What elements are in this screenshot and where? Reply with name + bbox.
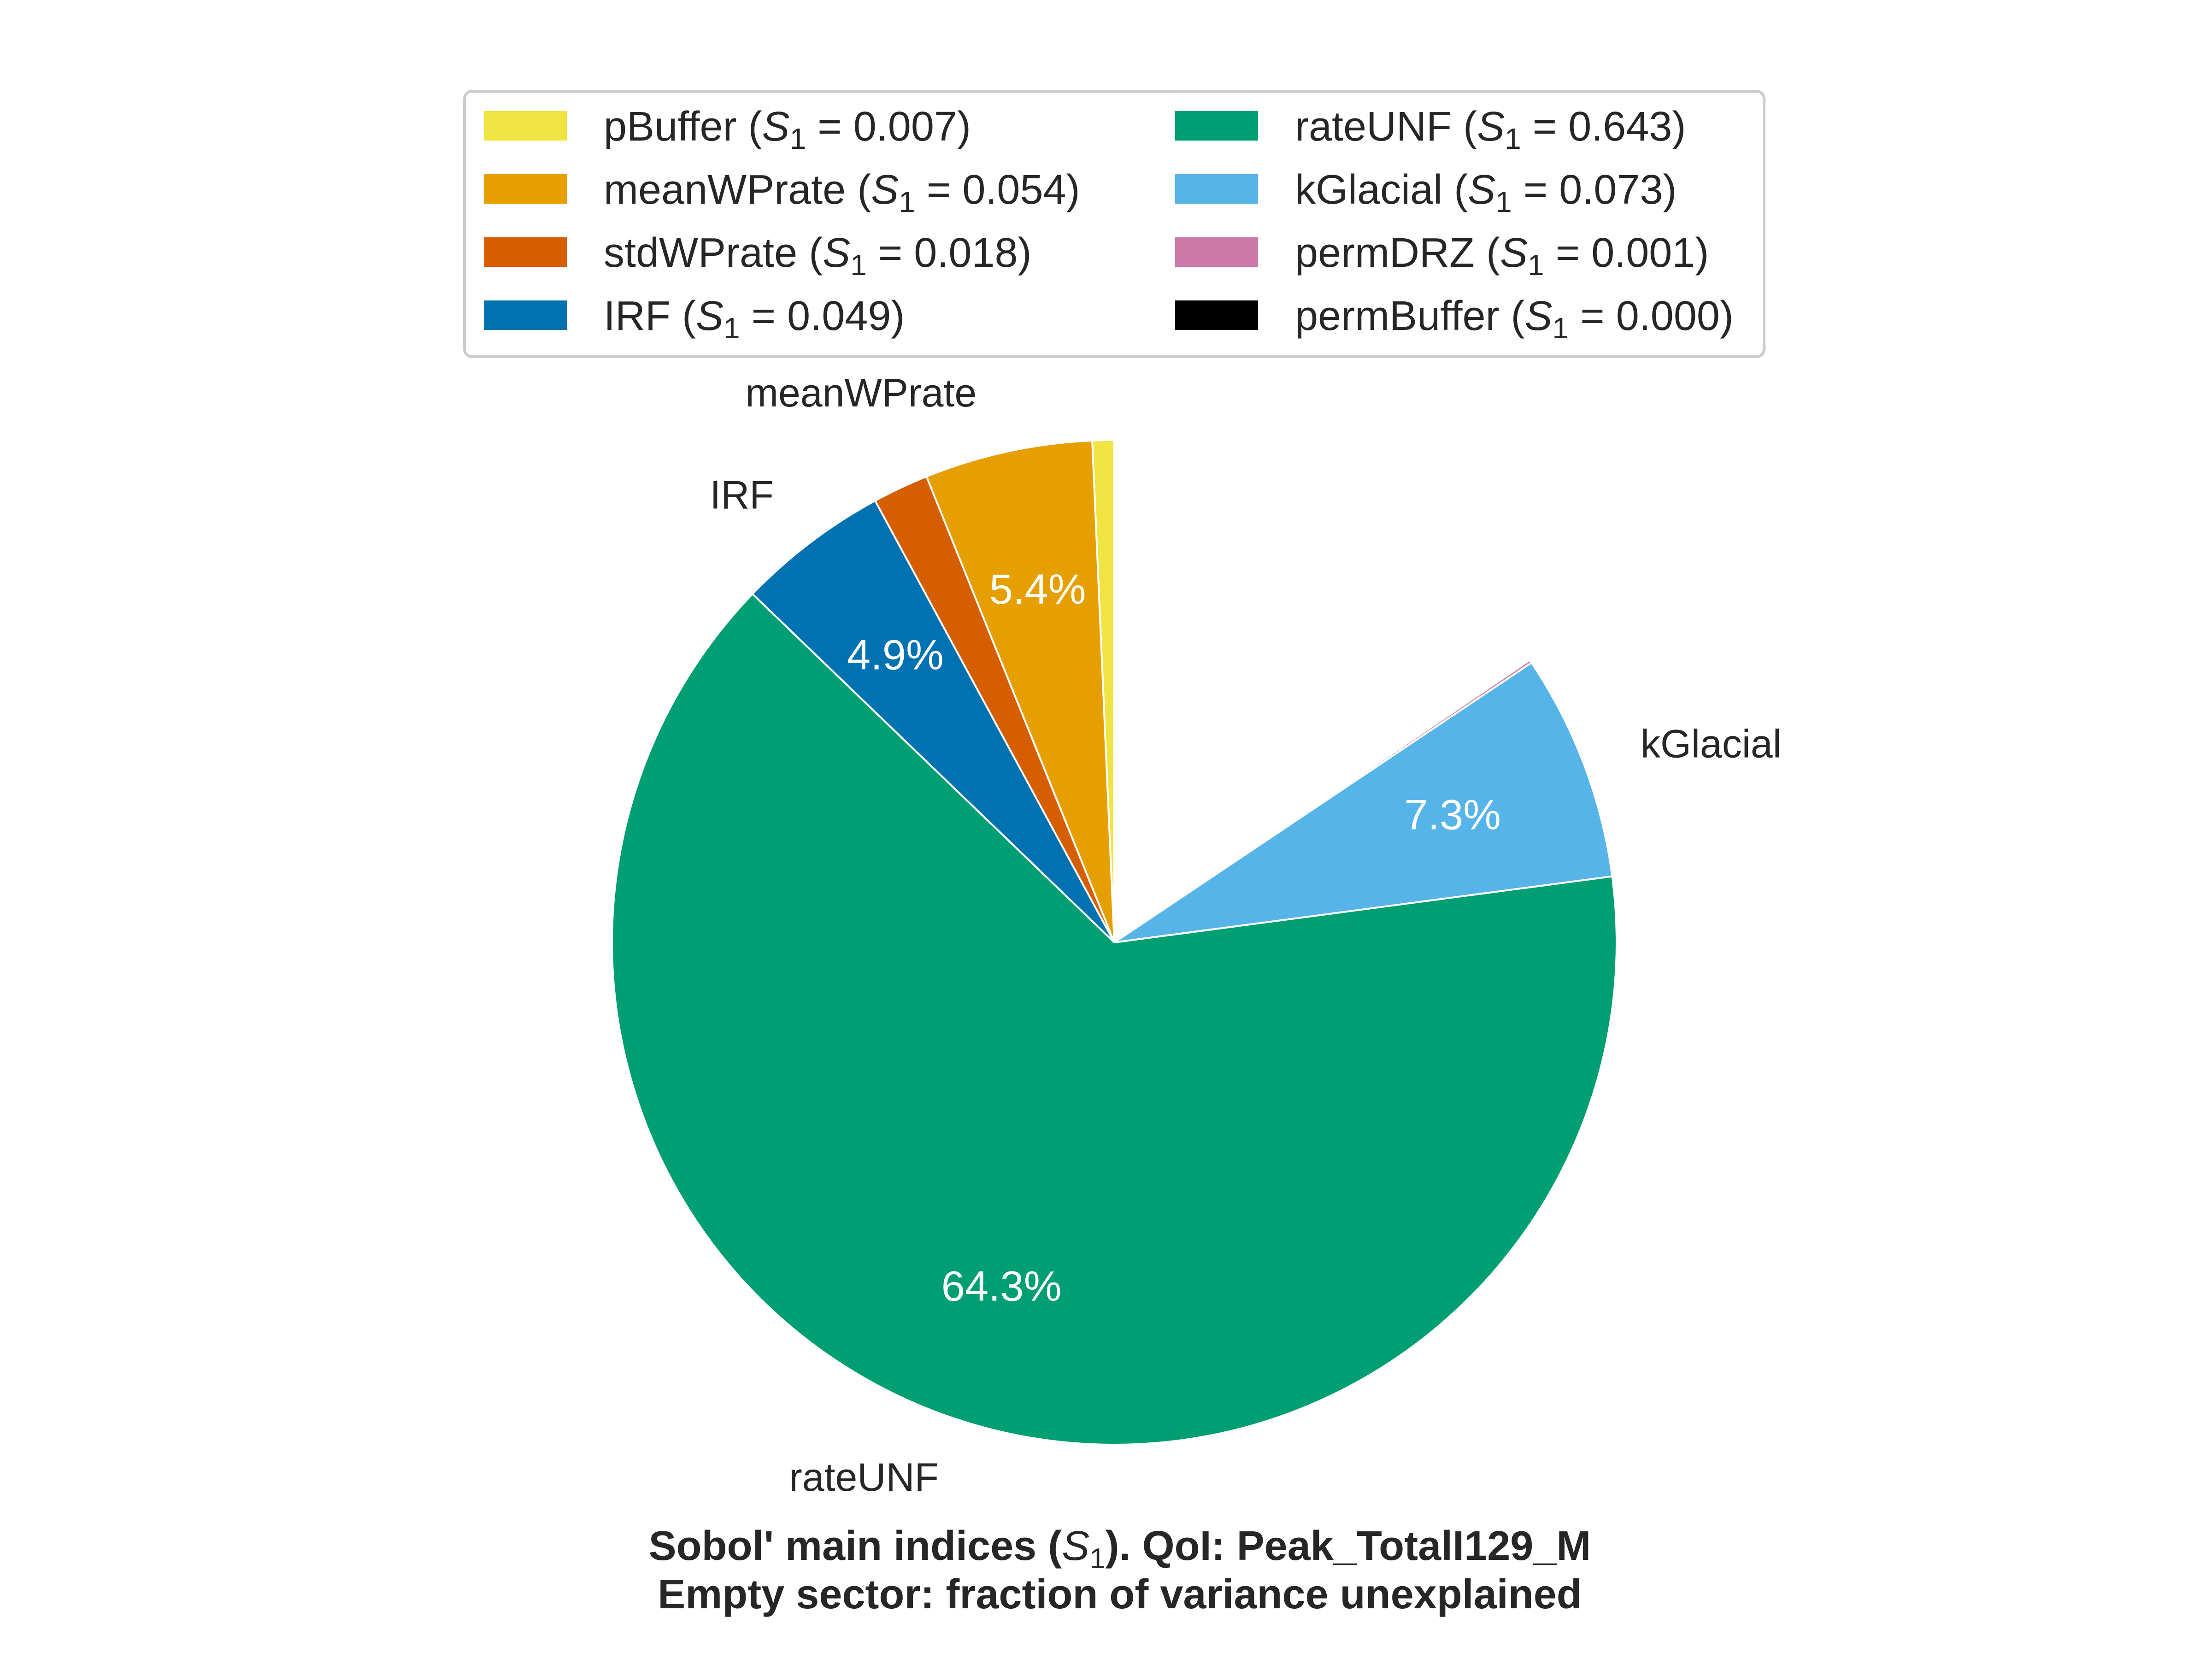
legend-entry-meanWPrate: meanWPrate (S1 = 0.054) bbox=[604, 167, 1080, 218]
legend-swatch-pBuffer bbox=[484, 111, 567, 141]
slice-meanWPrate bbox=[925, 439, 1115, 943]
legend-entry-permBuffer: permBuffer (S1 = 0.000) bbox=[1295, 293, 1734, 345]
chart-title: Sobol' main indices (S1). QoI: Peak_Tota… bbox=[649, 1523, 1591, 1618]
pct-label-rateUNF: 64.3% bbox=[941, 1263, 1062, 1310]
legend-entry-IRF: IRF (S1 = 0.049) bbox=[604, 293, 905, 345]
pie-slices bbox=[611, 439, 1618, 1446]
legend-entry-kGlacial: kGlacial (S1 = 0.073) bbox=[1295, 167, 1677, 218]
title-line-2: Empty sector: fraction of variance unexp… bbox=[658, 1571, 1582, 1618]
pct-label-IRF: 4.9% bbox=[847, 631, 944, 678]
legend-entry-rateUNF: rateUNF (S1 = 0.643) bbox=[1295, 104, 1686, 155]
outer-label-rateUNF: rateUNF bbox=[789, 1455, 939, 1500]
slice-permDRZ bbox=[1113, 659, 1533, 943]
legend-entry-stdWPrate: stdWPrate (S1 = 0.018) bbox=[604, 230, 1031, 282]
legend-frame bbox=[463, 90, 1765, 358]
slice-kGlacial bbox=[1113, 661, 1613, 943]
legend-entry-pBuffer: pBuffer (S1 = 0.007) bbox=[604, 104, 971, 155]
outer-label-IRF: IRF bbox=[710, 473, 774, 517]
pct-label-meanWPrate: 5.4% bbox=[989, 566, 1086, 613]
legend-swatch-meanWPrate bbox=[484, 174, 567, 204]
legend-entry-permDRZ: permDRZ (S1 = 0.001) bbox=[1295, 230, 1709, 282]
slice-rateUNF bbox=[611, 593, 1618, 1446]
outer-label-meanWPrate: meanWPrate bbox=[745, 371, 977, 415]
legend: pBuffer (S1 = 0.007) meanWPrate (S1 = 0.0… bbox=[463, 90, 1765, 358]
legend-swatch-rateUNF bbox=[1175, 111, 1258, 141]
legend-swatch-kGlacial bbox=[1175, 174, 1258, 204]
legend-swatch-stdWPrate bbox=[484, 237, 567, 267]
pct-label-kGlacial: 7.3% bbox=[1404, 792, 1501, 839]
outer-label-kGlacial: kGlacial bbox=[1641, 722, 1782, 766]
legend-swatch-permBuffer bbox=[1175, 300, 1258, 330]
pie-labels: meanWPrate 5.4% IRF 4.9% rateUNF 64.3% kGlacia… bbox=[710, 371, 1782, 1500]
title-line-1: Sobol' main indices (S1). QoI: Peak_Tota… bbox=[649, 1523, 1591, 1575]
legend-swatch-IRF bbox=[484, 300, 567, 330]
legend-swatch-permDRZ bbox=[1175, 237, 1258, 267]
slice-IRF bbox=[751, 499, 1115, 943]
